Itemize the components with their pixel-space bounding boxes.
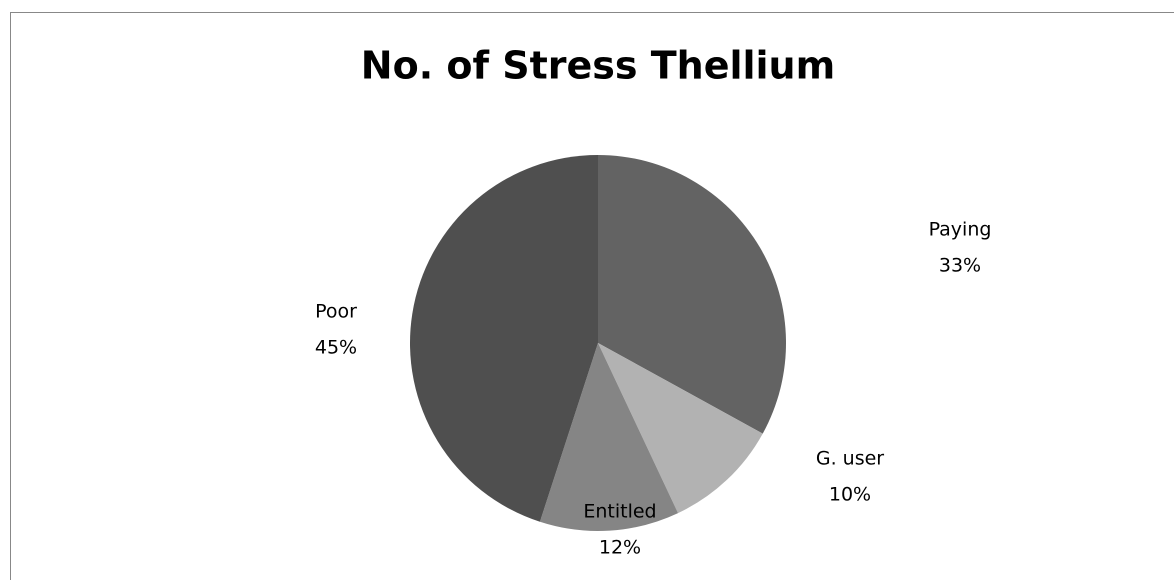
slice-value-label: 10%	[829, 484, 871, 506]
slice-value-label: 33%	[939, 255, 981, 277]
slice-category-label: G. user	[816, 448, 884, 470]
slice-value-label: 12%	[599, 537, 641, 559]
pie-slice	[409, 155, 598, 522]
pie-slice	[598, 155, 787, 434]
slice-value-label: 45%	[315, 337, 357, 359]
pie-slice	[598, 343, 763, 514]
slice-category-label: Paying	[929, 219, 992, 241]
chart-title: No. of Stress Thellium	[361, 44, 835, 88]
slice-category-label: Poor	[315, 301, 357, 323]
pie-slice	[539, 343, 679, 532]
slice-category-label: Entitled	[583, 501, 656, 523]
